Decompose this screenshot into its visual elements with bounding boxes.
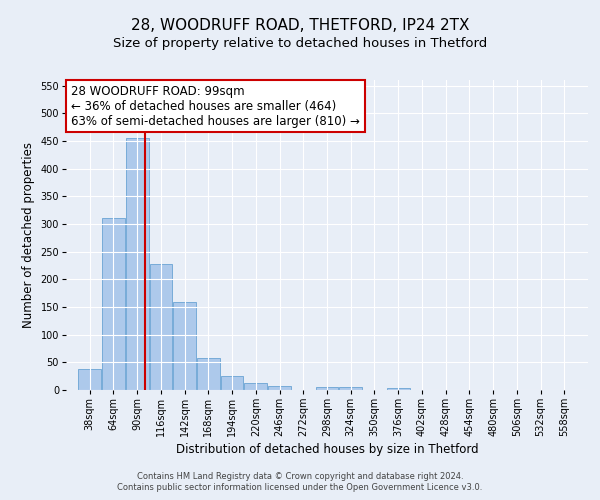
Text: Contains public sector information licensed under the Open Government Licence v3: Contains public sector information licen… xyxy=(118,484,482,492)
Bar xyxy=(126,138,149,390)
Bar xyxy=(102,218,125,390)
Bar xyxy=(79,369,101,390)
Bar xyxy=(221,376,244,390)
Bar xyxy=(197,358,220,390)
Text: Contains HM Land Registry data © Crown copyright and database right 2024.: Contains HM Land Registry data © Crown c… xyxy=(137,472,463,481)
Bar xyxy=(387,388,410,390)
Bar xyxy=(244,384,267,390)
Text: 28, WOODRUFF ROAD, THETFORD, IP24 2TX: 28, WOODRUFF ROAD, THETFORD, IP24 2TX xyxy=(131,18,469,32)
Bar xyxy=(268,386,291,390)
Bar xyxy=(149,264,172,390)
Bar xyxy=(173,302,196,390)
X-axis label: Distribution of detached houses by size in Thetford: Distribution of detached houses by size … xyxy=(176,444,478,456)
Text: 28 WOODRUFF ROAD: 99sqm
← 36% of detached houses are smaller (464)
63% of semi-d: 28 WOODRUFF ROAD: 99sqm ← 36% of detache… xyxy=(71,84,360,128)
Bar xyxy=(340,387,362,390)
Y-axis label: Number of detached properties: Number of detached properties xyxy=(22,142,35,328)
Text: Size of property relative to detached houses in Thetford: Size of property relative to detached ho… xyxy=(113,38,487,51)
Bar xyxy=(316,387,338,390)
